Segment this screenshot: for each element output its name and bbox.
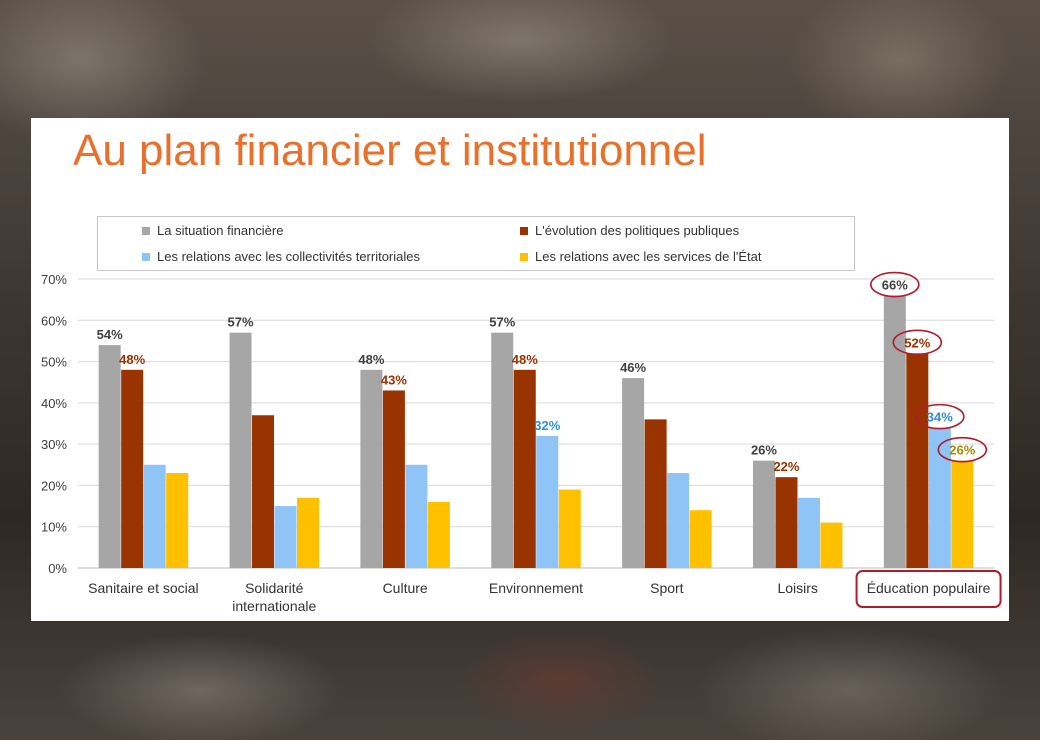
bar [644,419,667,568]
bar [360,369,383,568]
y-tick-label: 20% [41,478,67,493]
legend-label-1: L'évolution des politiques publiques [535,223,740,238]
legend-swatch-3 [520,253,528,261]
bar [166,473,189,568]
bar [775,477,798,568]
bar [143,464,166,568]
data-label: 26% [949,443,975,458]
bar [797,497,820,568]
bar [883,295,906,568]
data-label: 48% [358,352,384,367]
bar [928,427,951,568]
bar [382,390,405,568]
x-tick-label: Loisirs [777,580,817,596]
y-tick-label: 30% [41,437,67,452]
bar-chart: 0% 10% 20% 30% 40% 50% 60% 70% 54% 48% Sanitaire e… [41,271,1002,614]
bar [491,332,514,568]
data-label: 46% [620,360,646,375]
bar [229,332,252,568]
y-tick-label: 0% [48,561,67,576]
legend-swatch-1 [520,227,528,235]
data-label: 48% [512,352,538,367]
legend-item-series-3: Les relations avec les services de l'Éta… [520,249,761,264]
bar [622,378,645,568]
bar [951,460,974,568]
bar [427,501,450,568]
data-label: 48% [119,352,145,367]
x-tick-label: Sanitaire et social [88,580,199,596]
slide-title: Au plan financier et institutionnel [73,126,707,175]
chart-legend: La situation financière L'évolution des … [97,216,855,271]
x-tick-label: Éducation populaire [867,580,991,596]
bar [536,435,559,568]
y-tick-label: 10% [41,520,67,535]
data-label: 32% [534,418,560,433]
bar [558,489,581,568]
y-tick-label: 40% [41,396,67,411]
slide: Au plan financier et institutionnel La s… [31,118,1009,621]
legend-item-series-0: La situation financière [142,223,283,238]
data-label: 57% [489,315,515,330]
y-tick-label: 70% [41,272,67,287]
bar [274,506,297,568]
legend-item-series-1: L'évolution des politiques publiques [520,223,739,238]
highlight-circle [915,403,965,430]
y-tick-label: 60% [41,313,67,328]
x-tick-label: Culture [383,580,428,596]
bar [667,473,690,568]
bar [513,369,536,568]
highlight-circle [870,271,920,298]
legend-swatch-0 [142,227,150,235]
y-tick-label: 50% [41,355,67,370]
x-tick-label: internationale [232,598,316,614]
data-label: 66% [882,278,908,293]
x-tick-label: Sport [650,580,684,596]
bar [98,345,121,568]
data-label: 26% [751,443,777,458]
bar [121,369,144,568]
legend-label-3: Les relations avec les services de l'Éta… [535,249,762,264]
data-label: 43% [381,372,407,387]
legend-item-series-2: Les relations avec les collectivités ter… [142,249,420,264]
bar [906,353,929,568]
legend-label-0: La situation financière [157,223,284,238]
bar [689,510,712,568]
legend-label-2: Les relations avec les collectivités ter… [157,249,420,264]
data-label: 34% [927,410,953,425]
x-tick-label: Solidarité [245,580,304,596]
data-label: 54% [97,327,123,342]
data-label: 57% [228,315,254,330]
bar [297,497,320,568]
bar [752,460,775,568]
x-tick-label: Environnement [489,580,583,596]
data-label: 22% [773,459,799,474]
bar [405,464,428,568]
data-label: 52% [904,335,930,350]
legend-swatch-2 [142,253,150,261]
bar [820,522,843,568]
highlight-circle [937,436,988,463]
highlight-box [855,570,1002,608]
highlight-circle [892,329,943,356]
bar [252,415,275,568]
